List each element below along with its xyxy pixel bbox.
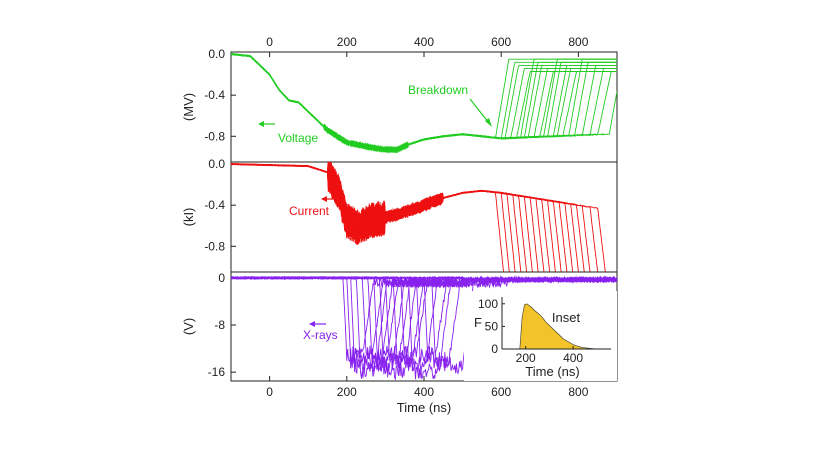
- y-axis-label: (MV): [181, 93, 196, 121]
- y-tick-label: 0.0: [208, 47, 225, 61]
- x-tick-label-top: 200: [337, 35, 357, 49]
- xrays-series-group: [231, 275, 617, 381]
- inset-x-tick-label: 200: [516, 351, 536, 365]
- x-tick-label: 600: [491, 385, 511, 399]
- inset-area: [519, 303, 597, 350]
- x-tick-label-top: 0: [266, 35, 273, 49]
- annotation-label: Breakdown: [408, 83, 468, 97]
- current-panel: 0.0 -0.4 -0.8 (kI) Current: [181, 157, 618, 273]
- inset-x-axis-label: Time (ns): [525, 364, 579, 379]
- x-tick-label-top: 800: [568, 35, 588, 49]
- x-axis-label: Time (ns): [397, 400, 451, 415]
- voltage-series-group: [231, 52, 617, 154]
- annotation-label: Current: [289, 204, 330, 218]
- x-tick-label: 400: [414, 385, 434, 399]
- y-tick-label: -16: [208, 365, 226, 379]
- annotation-arrow: [469, 98, 490, 124]
- inset-y-axis-label: F: [474, 315, 482, 330]
- voltage-panel: 0.0 -0.4 -0.8 (MV) 0 200 400 600 800 Voltage Break…: [181, 35, 618, 163]
- y-tick-label: -0.4: [204, 198, 225, 212]
- y-tick-label: -0.8: [204, 129, 225, 143]
- y-tick-label: -0.4: [204, 88, 225, 102]
- inset-y-tick-label: 50: [485, 319, 499, 333]
- annotation-label: Voltage: [278, 131, 318, 145]
- inset-x-tick-label: 400: [563, 351, 583, 365]
- y-axis-label: (V): [181, 318, 196, 335]
- voltage-series-line: [231, 53, 617, 154]
- annotation-arrowhead: [485, 118, 492, 127]
- annotation-arrowhead: [258, 121, 264, 127]
- y-tick-label: 0: [218, 271, 225, 285]
- annotation-label: X-rays: [303, 328, 338, 342]
- inset-title: Inset: [552, 310, 581, 325]
- x-tick-label: 800: [568, 385, 588, 399]
- inset-y-tick-label: 100: [478, 297, 498, 311]
- inset-y-tick-label: 0: [491, 342, 498, 356]
- inset-panel: 0 50 100 200 400 F Time (ns) Inset: [464, 291, 617, 381]
- xrays-series-line: [231, 275, 617, 375]
- current-series-group: [231, 162, 606, 272]
- annotation-arrowhead: [309, 321, 315, 327]
- x-tick-label-top: 400: [414, 35, 434, 49]
- x-tick-label-top: 600: [491, 35, 511, 49]
- y-tick-label: 0.0: [208, 157, 225, 171]
- current-series-line: [231, 162, 606, 272]
- x-tick-label: 0: [266, 385, 273, 399]
- annotation-arrowhead: [321, 196, 327, 202]
- x-tick-label: 200: [337, 385, 357, 399]
- y-tick-label: -8: [214, 318, 225, 332]
- y-axis-label: (kI): [181, 208, 196, 227]
- xrays-panel: 0 -8 -16 (V) 0 200 400 600 800 X-rays: [181, 271, 618, 399]
- y-tick-label: -0.8: [204, 239, 225, 253]
